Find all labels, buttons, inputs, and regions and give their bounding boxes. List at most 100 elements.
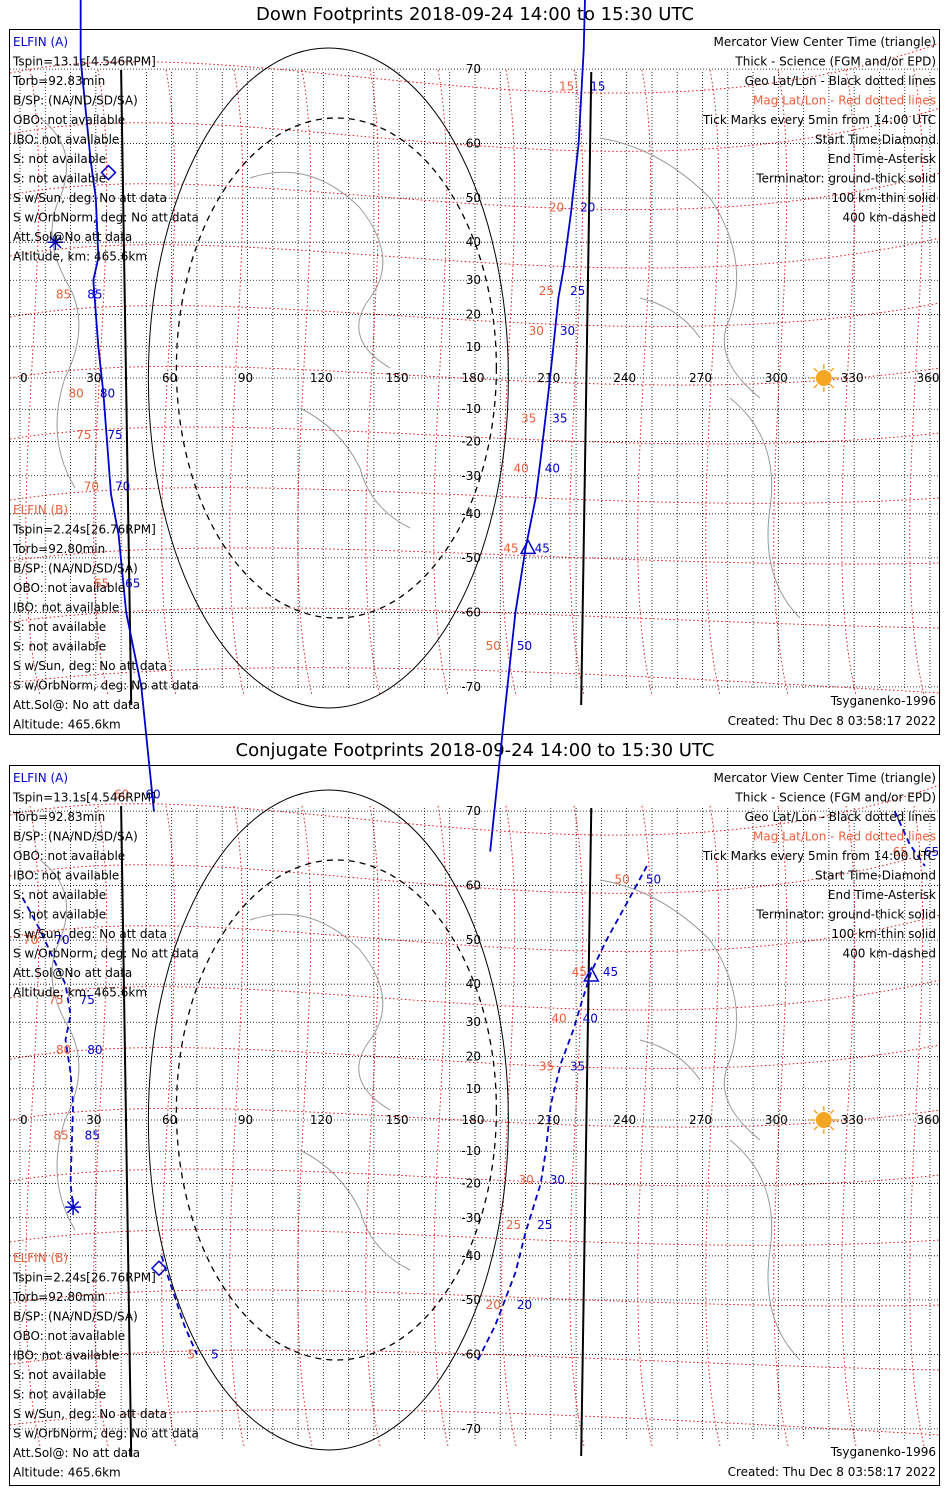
elfin-a-tick-label: 25 [537, 1218, 552, 1232]
elfin-b-tick-label: 40 [551, 1012, 566, 1026]
elfin-a-tick-label: 70 [54, 933, 69, 947]
mag-lon-gridline [841, 805, 857, 1447]
elfin-b-tick-label: 20 [549, 201, 564, 215]
terminator-ground-east [580, 807, 593, 1457]
elfin-b-info-line: Torb=92.80min [12, 1290, 105, 1304]
elfin-a-track-far-east [893, 810, 926, 867]
mag-lon-gridline [433, 69, 449, 696]
elfin-b-tick-label: 45 [503, 541, 518, 555]
mag-lat-gridline [9, 914, 941, 953]
elfin-b-info-line: OBO: not available [13, 581, 125, 595]
sun-disk [815, 370, 832, 386]
terminator-400km [175, 117, 498, 619]
elfin-a-tick-label: 45 [603, 965, 618, 979]
elfin-b-info-line: S: not available [13, 620, 106, 634]
elfin-a-info-line: Torb=92.83min [12, 810, 105, 824]
elfin-b-info-line: IBO: not available [13, 601, 119, 615]
sun-icon [809, 1106, 838, 1134]
elfin-b-tick-label: 65 [94, 576, 109, 590]
legend-line: End Time-Asterisk [828, 888, 936, 902]
mag-lon-gridline [365, 805, 381, 1447]
elfin-b-tick-label: 35 [539, 1059, 554, 1073]
lon-tick-label: 180 [462, 371, 485, 385]
elfin-a-info-line: S: not available [13, 172, 106, 186]
coastline [299, 1149, 411, 1271]
elfin-b-info-line: S: not available [13, 1368, 106, 1382]
model-label: Tsyganenko-1996 [830, 1445, 936, 1459]
asterisk-stroke [66, 1200, 80, 1214]
mag-lon-gridline [637, 805, 653, 1447]
mag-lat-gridline [9, 1168, 941, 1187]
elfin-b-tick-label: 20 [486, 1298, 501, 1312]
terminator-ground-west [120, 805, 133, 1457]
lon-tick-label: 120 [310, 1113, 333, 1127]
mag-lat-gridline [9, 172, 941, 211]
panel2-map: 0 30 60 90 120 150 180 210 240 270 300 330 360706050… [9, 771, 941, 1480]
lon-tick-label: 0 [20, 371, 28, 385]
lat-tick-label: 30 [466, 1015, 481, 1029]
elfin-b-tick-label: 25 [539, 284, 554, 298]
elfin-b-info-line: Altitude: 465.6km [13, 1466, 121, 1480]
elfin-a-tick-label: 50 [646, 872, 661, 886]
elfin-b-tick-label: 35 [521, 412, 536, 426]
elfin-b-tick-label: 80 [69, 387, 84, 401]
lon-tick-label: 90 [238, 1113, 253, 1127]
elfin-a-info-line: OBO: not available [13, 113, 125, 127]
legend-line: Geo Lat/Lon - Black dotted lines [745, 810, 936, 824]
elfin-a-tick-label: 35 [570, 1059, 585, 1073]
start-time-diamond [150, 1260, 168, 1277]
mag-lat-gridline [9, 365, 941, 386]
lat-tick-label: 20 [466, 308, 481, 322]
elfin-b-tick-label: 75 [48, 993, 63, 1007]
terminator-100km [147, 47, 509, 709]
elfin-a-header: ELFIN (A) [13, 771, 68, 785]
elfin-a-info-line: S: not available [13, 908, 106, 922]
elfin-a-info-line: Tspin=13.1s[4.546RPM] [12, 791, 156, 805]
lat-tick-label: -50 [461, 551, 481, 565]
lat-tick-label: -70 [461, 680, 481, 694]
lat-tick-label: 60 [466, 879, 481, 893]
legend-line: 400 km-dashed [842, 211, 936, 225]
elfin-b-tick-label: 70 [23, 933, 38, 947]
start-time-diamond [100, 164, 117, 181]
panel1-frame [9, 29, 940, 735]
lat-tick-label: -30 [461, 469, 481, 483]
elfin-a-tick-label: 75 [80, 993, 95, 1007]
elfin-a-track-west [21, 897, 74, 1208]
panel2-title: Conjugate Footprints 2018-09-24 14:00 to… [235, 740, 715, 761]
elfin-a-info-line: S w/Sun, deg: No att data [13, 927, 167, 941]
elfin-a-tick-label: 30 [560, 324, 575, 338]
mag-lon-gridline [773, 805, 789, 1447]
coastline [249, 913, 391, 1111]
lat-tick-label: 70 [466, 804, 481, 818]
mag-lat-gridline [9, 302, 941, 327]
elfin-b-info-line: OBO: not available [13, 1329, 125, 1343]
elfin-b-info-line: Att.Sol@: No att data [13, 1446, 140, 1460]
elfin-a-tick-label: 80 [87, 1043, 102, 1057]
sun-ray [829, 367, 835, 373]
elfin-b-tick-label: 70 [84, 480, 99, 494]
elfin-a-tick-label: 15 [590, 79, 605, 93]
elfin-a-info-line: S: not available [13, 152, 106, 166]
mag-lat-gridline [9, 1409, 941, 1436]
lat-tick-label: -60 [461, 1347, 481, 1361]
lon-tick-label: 90 [238, 371, 253, 385]
mag-lat-gridline [9, 607, 941, 629]
elfin-a-tick-label: 50 [517, 639, 532, 653]
legend-line: Mercator View Center Time (triangle) [714, 35, 936, 49]
elfin-a-info-line: Att.Sol@No att data [13, 966, 132, 980]
legend-line: Thick - Science (FGM and/or EPD) [734, 791, 936, 805]
mag-lat-gridline [9, 1289, 941, 1307]
legend-line: Tick Marks every 5min from 14:00 UTC [702, 113, 936, 127]
lon-tick-label: 240 [613, 1113, 636, 1127]
panel1-map: 0 30 60 90 120 150 180 210 240 270 300 330 360 70 60 50… [9, 0, 941, 852]
end-time-asterisk [47, 234, 64, 251]
legend-line: Start Time-Diamond [815, 133, 936, 147]
elfin-a-tick-label: 70 [115, 480, 130, 494]
legend-line: Terminator: ground-thick solid [755, 908, 936, 922]
elfin-a-info-line: S w/OrbNorm, deg: No att data [13, 947, 199, 961]
elfin-b-info-line: S w/OrbNorm, deg: No att data [13, 1427, 199, 1441]
elfin-b-tick-label: 30 [529, 324, 544, 338]
mag-lat-gridline [9, 487, 941, 504]
elfin-a-track-east [489, 0, 586, 852]
